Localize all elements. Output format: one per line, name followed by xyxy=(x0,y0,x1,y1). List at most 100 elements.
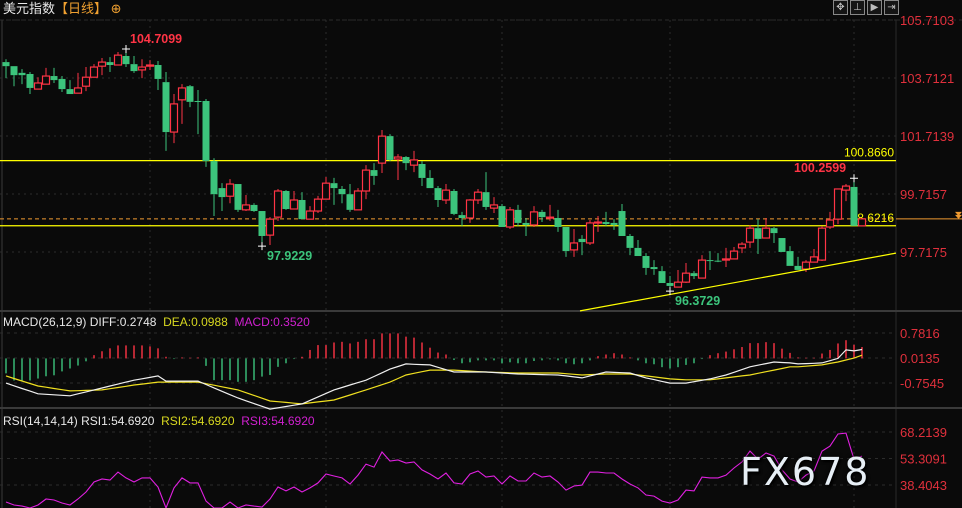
candle xyxy=(33,77,43,90)
rsi-line xyxy=(5,432,863,508)
period-label[interactable]: 【日线】 xyxy=(55,1,108,16)
candle xyxy=(26,71,34,95)
candle xyxy=(618,204,626,236)
candle xyxy=(809,249,819,263)
candle xyxy=(754,219,762,254)
candle xyxy=(202,98,210,167)
candle-body xyxy=(634,247,642,257)
candle-body xyxy=(169,103,179,133)
candle xyxy=(137,59,147,79)
candle xyxy=(650,260,658,275)
candle-body xyxy=(218,188,226,198)
candle xyxy=(593,215,603,232)
candle-body xyxy=(545,216,555,219)
trendline xyxy=(579,252,897,312)
macd-tick-label: 0.0135 xyxy=(900,351,940,366)
candle-body xyxy=(330,183,338,189)
candle xyxy=(50,67,58,84)
candle xyxy=(282,190,290,210)
candle-body xyxy=(210,161,218,195)
extreme-marker-icon xyxy=(850,174,858,183)
rsi-legend: RSI(14,14,14) RSI1:54.6920 RSI2:54.6920 … xyxy=(3,414,315,428)
candle-body xyxy=(202,101,210,162)
extreme-marker-icon xyxy=(122,45,130,54)
candle xyxy=(402,156,410,171)
candle-body xyxy=(721,258,731,261)
candle xyxy=(441,184,451,205)
candle xyxy=(569,229,579,257)
candle xyxy=(234,184,242,212)
candle-body xyxy=(529,211,539,226)
candle xyxy=(673,269,683,288)
horizontal-level-label: 100.8660 xyxy=(844,146,894,160)
zoom-range-icon[interactable]: ⊥ xyxy=(850,0,865,15)
candle-body xyxy=(441,189,451,201)
candle-body xyxy=(89,66,99,78)
candle xyxy=(265,217,275,245)
candle xyxy=(529,206,539,227)
candle-body xyxy=(489,204,499,209)
play-icon[interactable]: ▶ xyxy=(867,0,882,15)
candle-body xyxy=(234,184,242,210)
candle xyxy=(418,161,426,187)
candle-body xyxy=(73,87,83,94)
candle xyxy=(225,179,235,204)
candle-body xyxy=(434,188,442,200)
candle-body xyxy=(786,251,794,266)
candle-body xyxy=(658,271,666,284)
candle xyxy=(786,246,794,266)
chart-header: 美元指数【日线】 ⊕ xyxy=(3,1,122,17)
candle-body xyxy=(465,199,475,219)
scroll-end-icon[interactable]: ⇥ xyxy=(884,0,899,15)
candle-body xyxy=(538,211,546,218)
candle xyxy=(554,209,562,232)
candle-body xyxy=(353,190,363,211)
candle-body xyxy=(666,283,674,286)
candle xyxy=(145,60,155,70)
candle xyxy=(794,256,802,270)
candle-body xyxy=(386,136,394,160)
candle xyxy=(578,235,586,256)
candle xyxy=(377,130,387,173)
rsi2-value: RSI2:54.6920 xyxy=(161,414,235,428)
candle-body xyxy=(754,228,762,239)
candle-body xyxy=(778,238,786,252)
candle xyxy=(106,57,114,72)
candle xyxy=(450,188,458,216)
candle xyxy=(89,64,99,78)
candle xyxy=(81,67,91,92)
candle-body xyxy=(673,281,683,288)
candle-body xyxy=(801,261,811,270)
fx678-watermark: FX678 xyxy=(740,450,871,494)
candle-body xyxy=(321,182,331,200)
candle-body xyxy=(817,227,827,261)
rsi3-value: RSI3:54.6920 xyxy=(241,414,315,428)
candle-body xyxy=(450,190,458,214)
candle xyxy=(10,66,18,87)
crosshair-icon[interactable]: ✥ xyxy=(833,0,848,15)
candle xyxy=(626,233,634,256)
candle-body xyxy=(554,217,562,227)
candle xyxy=(729,247,739,260)
candle-body xyxy=(850,186,858,226)
candle-body xyxy=(473,191,483,201)
candle xyxy=(841,184,851,202)
candle-body xyxy=(714,260,722,262)
candle-body xyxy=(58,78,66,90)
candle xyxy=(289,190,299,210)
candle xyxy=(538,209,546,223)
candle xyxy=(130,56,138,73)
macd-legend: MACD(26,12,9) DIFF:0.2748 DEA:0.0988 MAC… xyxy=(3,315,310,329)
candle-body xyxy=(97,61,107,67)
candle-body xyxy=(402,157,410,164)
candle xyxy=(642,253,650,275)
candle-body xyxy=(681,272,691,283)
candle-body xyxy=(282,190,290,209)
candle-body xyxy=(2,62,10,67)
candle xyxy=(41,67,51,85)
candle xyxy=(97,58,107,76)
extreme-marker-icon xyxy=(258,242,266,251)
circle-plus-icon[interactable]: ⊕ xyxy=(110,1,122,16)
candle-body xyxy=(241,204,251,211)
